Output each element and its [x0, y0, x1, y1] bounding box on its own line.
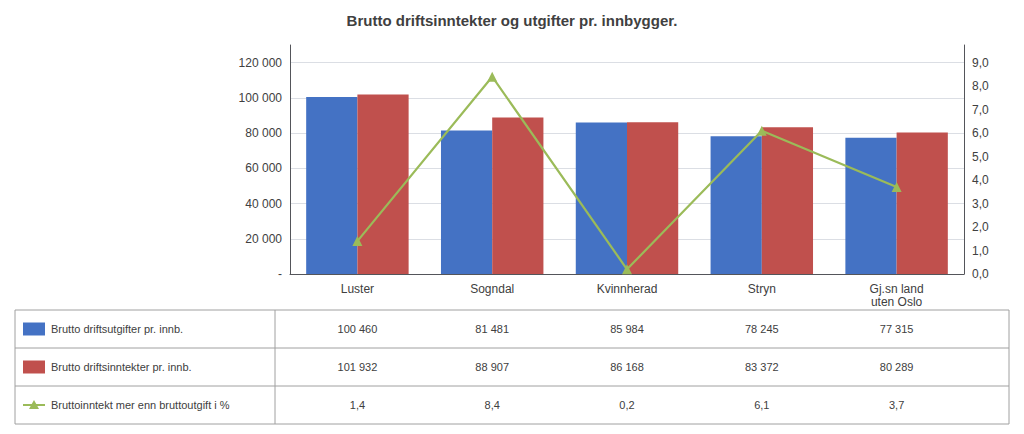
svg-text:4,0: 4,0 [972, 173, 989, 187]
svg-text:81 481: 81 481 [475, 323, 509, 335]
svg-text:Brutto driftsinntekter pr. inn: Brutto driftsinntekter pr. innb. [51, 361, 192, 373]
svg-text:100 000: 100 000 [239, 91, 283, 105]
svg-text:uten Oslo: uten Oslo [871, 295, 923, 309]
svg-text:Bruttoinntekt mer enn bruttout: Bruttoinntekt mer enn bruttoutgift i % [51, 399, 230, 411]
svg-text:120 000: 120 000 [239, 56, 283, 70]
svg-text:20 000: 20 000 [245, 232, 282, 246]
svg-text:9,0: 9,0 [972, 56, 989, 70]
svg-text:3,7: 3,7 [889, 399, 904, 411]
svg-text:0,2: 0,2 [619, 399, 634, 411]
svg-text:86 168: 86 168 [610, 361, 644, 373]
svg-text:Gj.sn land: Gj.sn land [870, 282, 924, 296]
svg-text:8,4: 8,4 [485, 399, 500, 411]
svg-text:85 984: 85 984 [610, 323, 644, 335]
svg-text:60 000: 60 000 [245, 161, 282, 175]
svg-text:Luster: Luster [341, 282, 374, 296]
svg-text:6,0: 6,0 [972, 126, 989, 140]
svg-text:2,0: 2,0 [972, 220, 989, 234]
svg-text:101 932: 101 932 [338, 361, 378, 373]
svg-text:100 460: 100 460 [338, 323, 378, 335]
svg-text:77 315: 77 315 [880, 323, 914, 335]
svg-text:Kvinnherad: Kvinnherad [597, 282, 658, 296]
svg-text:8,0: 8,0 [972, 79, 989, 93]
svg-text:83 372: 83 372 [745, 361, 779, 373]
svg-text:Brutto driftsinntekter og utgi: Brutto driftsinntekter og utgifter pr. i… [347, 12, 678, 29]
svg-text:3,0: 3,0 [972, 197, 989, 211]
svg-text:-: - [278, 267, 282, 281]
svg-text:40 000: 40 000 [245, 197, 282, 211]
svg-text:1,4: 1,4 [350, 399, 365, 411]
svg-text:80 000: 80 000 [245, 126, 282, 140]
svg-text:78 245: 78 245 [745, 323, 779, 335]
svg-text:Stryn: Stryn [748, 282, 776, 296]
svg-text:80 289: 80 289 [880, 361, 914, 373]
svg-text:Brutto driftsutgifter pr. innb: Brutto driftsutgifter pr. innb. [51, 323, 183, 335]
svg-text:6,1: 6,1 [754, 399, 769, 411]
svg-text:7,0: 7,0 [972, 103, 989, 117]
svg-text:0,0: 0,0 [972, 267, 989, 281]
svg-text:5,0: 5,0 [972, 150, 989, 164]
svg-text:88 907: 88 907 [475, 361, 509, 373]
svg-text:1,0: 1,0 [972, 244, 989, 258]
svg-text:Sogndal: Sogndal [470, 282, 514, 296]
